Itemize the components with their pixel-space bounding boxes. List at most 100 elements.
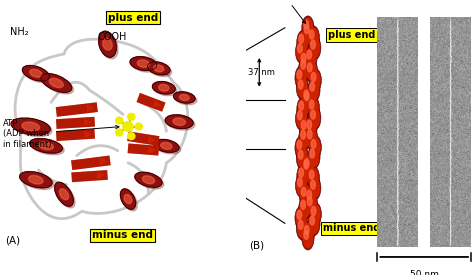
Text: (B): (B): [249, 241, 264, 251]
Circle shape: [310, 204, 321, 225]
Circle shape: [310, 170, 314, 179]
Circle shape: [295, 66, 307, 90]
Ellipse shape: [11, 118, 50, 135]
Circle shape: [310, 37, 320, 58]
Ellipse shape: [149, 64, 172, 77]
Ellipse shape: [135, 172, 162, 187]
Circle shape: [296, 146, 309, 170]
Circle shape: [302, 17, 313, 38]
Ellipse shape: [22, 122, 39, 131]
Circle shape: [307, 50, 311, 59]
Text: 37 nm: 37 nm: [248, 68, 274, 77]
Ellipse shape: [154, 83, 177, 96]
Circle shape: [297, 30, 309, 54]
Ellipse shape: [30, 69, 42, 77]
Circle shape: [302, 228, 313, 249]
Circle shape: [304, 226, 309, 235]
Ellipse shape: [130, 57, 156, 70]
Circle shape: [299, 126, 311, 150]
Circle shape: [301, 120, 306, 129]
Circle shape: [298, 150, 303, 159]
Circle shape: [296, 175, 307, 196]
Circle shape: [302, 86, 314, 110]
Circle shape: [305, 59, 318, 83]
Circle shape: [311, 73, 316, 82]
Circle shape: [305, 46, 317, 70]
Ellipse shape: [120, 189, 136, 209]
Circle shape: [311, 110, 315, 119]
Circle shape: [308, 27, 319, 48]
Circle shape: [306, 117, 316, 138]
Circle shape: [308, 97, 319, 118]
Circle shape: [305, 126, 318, 150]
Circle shape: [311, 207, 316, 215]
Circle shape: [309, 135, 321, 159]
Circle shape: [295, 206, 307, 230]
Text: COOH: COOH: [97, 32, 127, 42]
Circle shape: [309, 36, 321, 60]
Circle shape: [299, 50, 311, 73]
Circle shape: [304, 20, 309, 29]
Text: minus end: minus end: [323, 223, 380, 233]
Circle shape: [297, 164, 309, 188]
Circle shape: [296, 41, 307, 62]
Circle shape: [310, 137, 321, 158]
Circle shape: [296, 138, 307, 158]
Circle shape: [307, 166, 319, 190]
Circle shape: [299, 168, 303, 177]
Circle shape: [303, 22, 314, 43]
Ellipse shape: [155, 141, 181, 154]
Ellipse shape: [165, 115, 193, 128]
Ellipse shape: [167, 117, 195, 130]
Circle shape: [298, 111, 302, 120]
Ellipse shape: [32, 140, 64, 155]
Ellipse shape: [142, 176, 155, 184]
Circle shape: [306, 127, 317, 148]
Circle shape: [304, 160, 309, 169]
Ellipse shape: [175, 94, 197, 105]
Circle shape: [310, 30, 314, 39]
Circle shape: [310, 149, 315, 158]
Circle shape: [297, 218, 308, 239]
Ellipse shape: [147, 62, 170, 75]
Ellipse shape: [19, 172, 52, 188]
Circle shape: [302, 88, 315, 111]
Circle shape: [300, 128, 310, 148]
Circle shape: [128, 114, 135, 120]
Circle shape: [295, 40, 308, 64]
Circle shape: [298, 220, 303, 229]
Circle shape: [303, 223, 314, 244]
Text: plus end: plus end: [108, 13, 158, 23]
Circle shape: [299, 34, 303, 43]
Circle shape: [306, 188, 316, 208]
Circle shape: [300, 185, 311, 206]
Ellipse shape: [100, 33, 118, 59]
Circle shape: [306, 194, 317, 215]
Circle shape: [296, 108, 307, 129]
Circle shape: [300, 51, 311, 72]
Circle shape: [311, 40, 315, 49]
Circle shape: [297, 70, 301, 79]
Text: 50 nm: 50 nm: [410, 270, 438, 275]
Ellipse shape: [154, 65, 164, 72]
Text: minus end: minus end: [92, 230, 154, 240]
Circle shape: [296, 76, 309, 100]
Circle shape: [298, 80, 303, 89]
Ellipse shape: [22, 65, 49, 81]
Circle shape: [297, 210, 301, 219]
Circle shape: [308, 78, 320, 102]
Circle shape: [299, 183, 311, 207]
Circle shape: [308, 63, 312, 72]
Circle shape: [128, 133, 135, 139]
Ellipse shape: [180, 94, 189, 101]
Circle shape: [298, 32, 308, 53]
Circle shape: [310, 100, 314, 109]
Circle shape: [308, 145, 320, 169]
Circle shape: [309, 106, 321, 130]
Ellipse shape: [39, 142, 54, 150]
Circle shape: [310, 82, 315, 91]
Circle shape: [309, 68, 321, 92]
Circle shape: [296, 67, 307, 88]
Ellipse shape: [159, 84, 169, 91]
Ellipse shape: [21, 173, 54, 189]
